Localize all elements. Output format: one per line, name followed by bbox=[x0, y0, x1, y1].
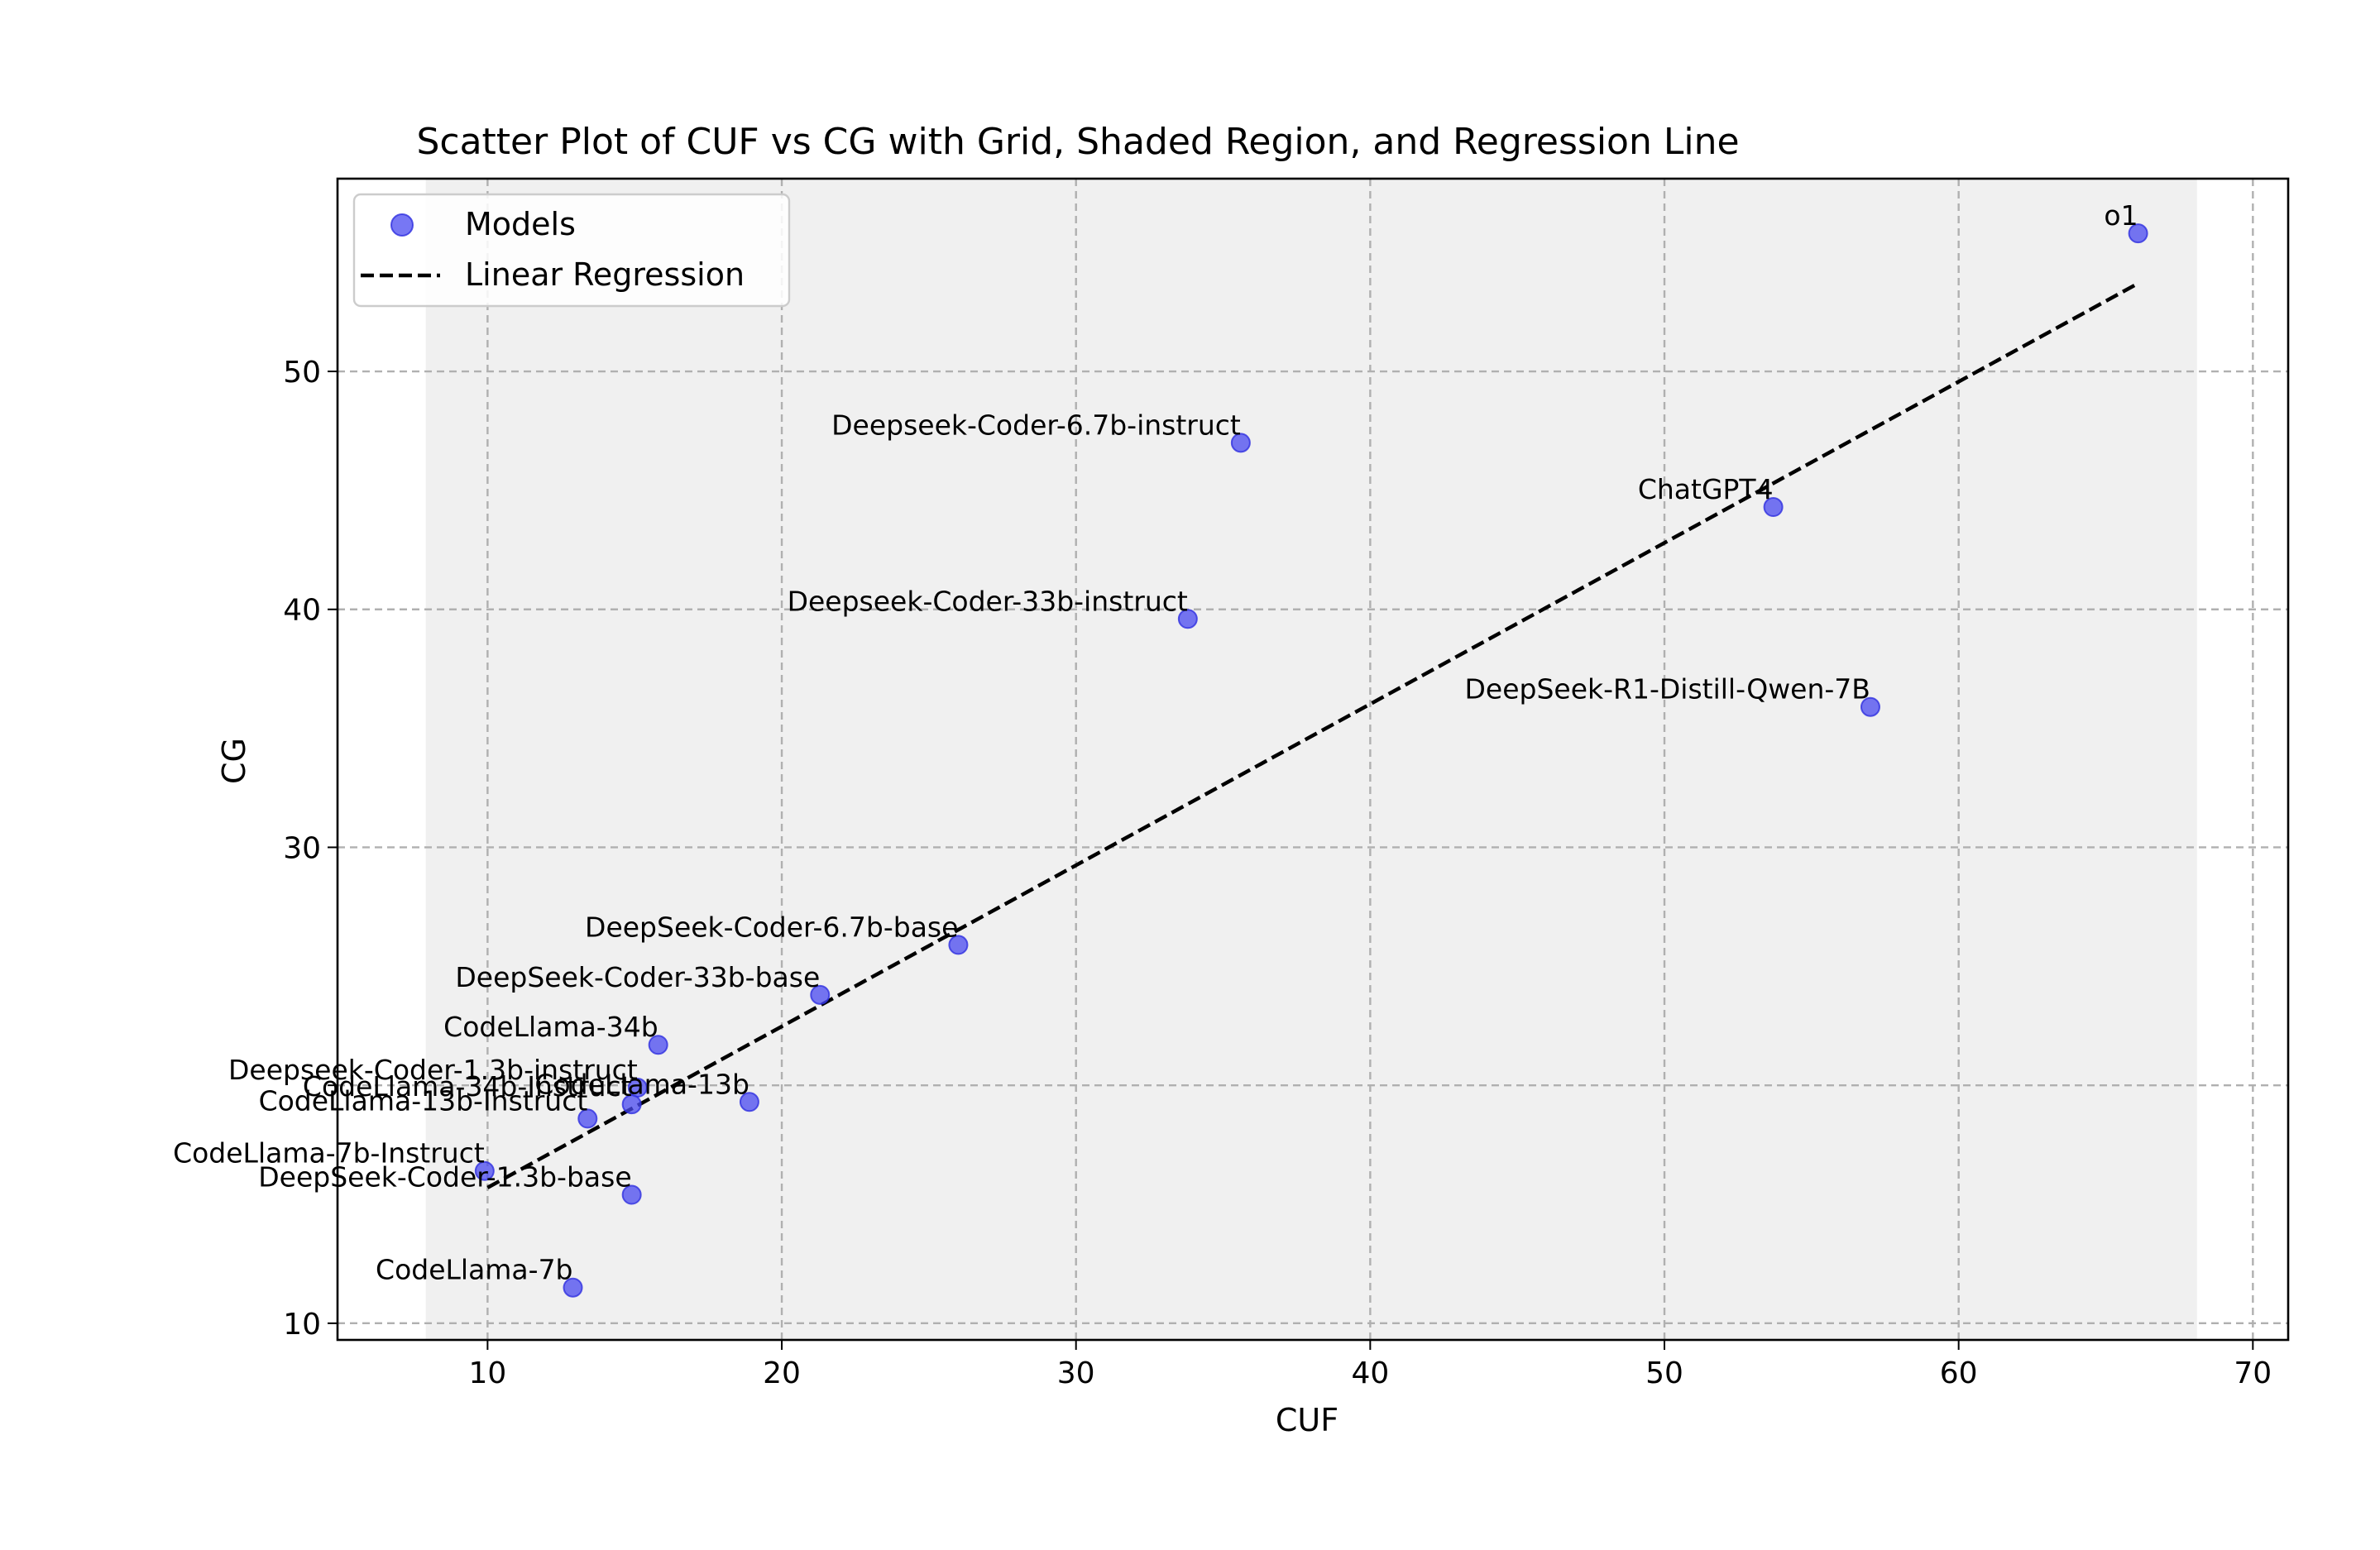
axis-ticks: 10 20 30 40 50 60 70 10 30 40 50 bbox=[283, 356, 2272, 1390]
point-label: CodeLlama-7b bbox=[376, 1254, 572, 1286]
point-labels: o1 Deepseek-Coder-6.7b-instruct ChatGPT4 De… bbox=[173, 199, 2138, 1286]
data-point bbox=[1177, 609, 1198, 629]
point-label: CodeLlama-34b bbox=[443, 1011, 658, 1043]
x-axis-label: CUF bbox=[1276, 1402, 1338, 1438]
data-point bbox=[563, 1277, 583, 1298]
y-tick-label: 50 bbox=[283, 356, 321, 390]
y-tick-label: 40 bbox=[283, 594, 321, 628]
data-point bbox=[577, 1108, 598, 1129]
points-layer bbox=[474, 223, 2148, 1298]
data-point bbox=[648, 1035, 668, 1055]
point-label: DeepSeek-R1-Distill-Qwen-7B bbox=[1465, 673, 1870, 706]
data-point bbox=[1860, 696, 1880, 717]
x-tick-label: 60 bbox=[1940, 1356, 1978, 1390]
data-point bbox=[948, 935, 969, 955]
point-label: CodeLlama-13b bbox=[534, 1068, 749, 1100]
legend-label-models: Models bbox=[465, 206, 576, 242]
regression-layer bbox=[486, 281, 2139, 1189]
regression-line bbox=[486, 281, 2139, 1189]
x-tick-label: 50 bbox=[1645, 1356, 1683, 1390]
data-point bbox=[1763, 497, 1784, 518]
point-label: CodeLlama-7b-Instruct bbox=[173, 1137, 485, 1170]
point-label: Deepseek-Coder-6.7b-instruct bbox=[831, 409, 1241, 441]
data-point bbox=[810, 984, 831, 1005]
data-point bbox=[739, 1092, 759, 1112]
data-point bbox=[621, 1184, 642, 1205]
data-point bbox=[621, 1094, 642, 1115]
data-point bbox=[474, 1160, 495, 1181]
legend: Models Linear Regression bbox=[352, 193, 791, 308]
point-label: DeepSeek-Coder-1.3b-base bbox=[258, 1161, 631, 1194]
point-label: DeepSeek-Coder-6.7b-base bbox=[585, 911, 958, 943]
x-tick-label: 10 bbox=[468, 1356, 506, 1390]
point-label: Deepseek-Coder-1.3b-instruct bbox=[228, 1054, 638, 1086]
point-label: CodeLlama-13b-Instruct bbox=[259, 1084, 588, 1117]
x-tick-label: 20 bbox=[763, 1356, 801, 1390]
plot-frame bbox=[336, 177, 2290, 1342]
legend-label-regression: Linear Regression bbox=[465, 256, 745, 293]
grid bbox=[338, 179, 2288, 1340]
point-label: ChatGPT4 bbox=[1638, 473, 1774, 505]
data-point bbox=[1230, 433, 1251, 453]
point-label: CodeLlama-34b-Instruct bbox=[303, 1070, 632, 1103]
x-tick-label: 30 bbox=[1057, 1356, 1095, 1390]
point-label: DeepSeek-Coder-33b-base bbox=[455, 961, 820, 993]
x-tick-label: 40 bbox=[1351, 1356, 1389, 1390]
chart-title: Scatter Plot of CUF vs CG with Grid, Sha… bbox=[416, 121, 1739, 163]
shaded-region bbox=[425, 179, 2197, 1340]
point-label: o1 bbox=[2104, 199, 2138, 232]
data-point bbox=[2128, 223, 2148, 244]
point-label: Deepseek-Coder-33b-instruct bbox=[788, 585, 1188, 617]
legend-box bbox=[352, 193, 791, 308]
y-tick-label: 30 bbox=[283, 831, 321, 865]
y-tick-label: 10 bbox=[283, 1308, 321, 1342]
y-axis-label: CG bbox=[216, 738, 252, 784]
x-tick-label: 70 bbox=[2234, 1356, 2272, 1390]
legend-marker-models bbox=[390, 213, 414, 237]
